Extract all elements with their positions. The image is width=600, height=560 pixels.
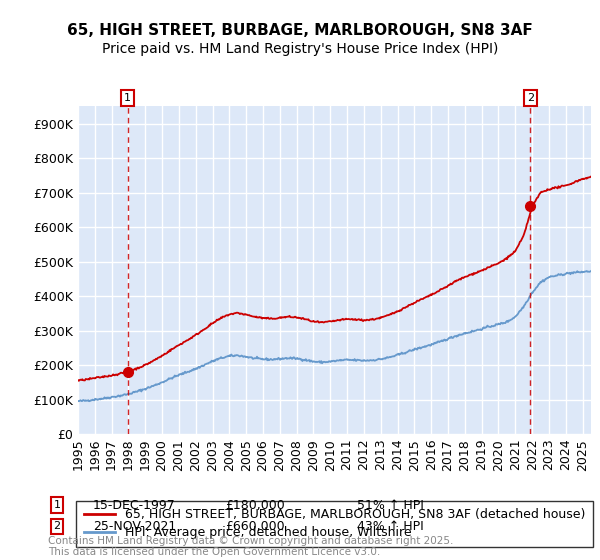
Text: 2: 2: [53, 521, 61, 531]
Text: 43% ↑ HPI: 43% ↑ HPI: [357, 520, 424, 533]
Text: 1: 1: [53, 500, 61, 510]
Text: 1: 1: [124, 93, 131, 103]
Text: Contains HM Land Registry data © Crown copyright and database right 2025.
This d: Contains HM Land Registry data © Crown c…: [48, 535, 454, 557]
Text: 15-DEC-1997: 15-DEC-1997: [93, 498, 176, 512]
Text: Price paid vs. HM Land Registry's House Price Index (HPI): Price paid vs. HM Land Registry's House …: [102, 43, 498, 57]
Text: 2: 2: [527, 93, 534, 103]
Text: 25-NOV-2021: 25-NOV-2021: [93, 520, 176, 533]
Text: £660,000: £660,000: [225, 520, 284, 533]
Text: £180,000: £180,000: [225, 498, 285, 512]
Legend: 65, HIGH STREET, BURBAGE, MARLBOROUGH, SN8 3AF (detached house), HPI: Average pr: 65, HIGH STREET, BURBAGE, MARLBOROUGH, S…: [76, 501, 593, 547]
Text: 65, HIGH STREET, BURBAGE, MARLBOROUGH, SN8 3AF: 65, HIGH STREET, BURBAGE, MARLBOROUGH, S…: [67, 24, 533, 38]
Text: 51% ↑ HPI: 51% ↑ HPI: [357, 498, 424, 512]
